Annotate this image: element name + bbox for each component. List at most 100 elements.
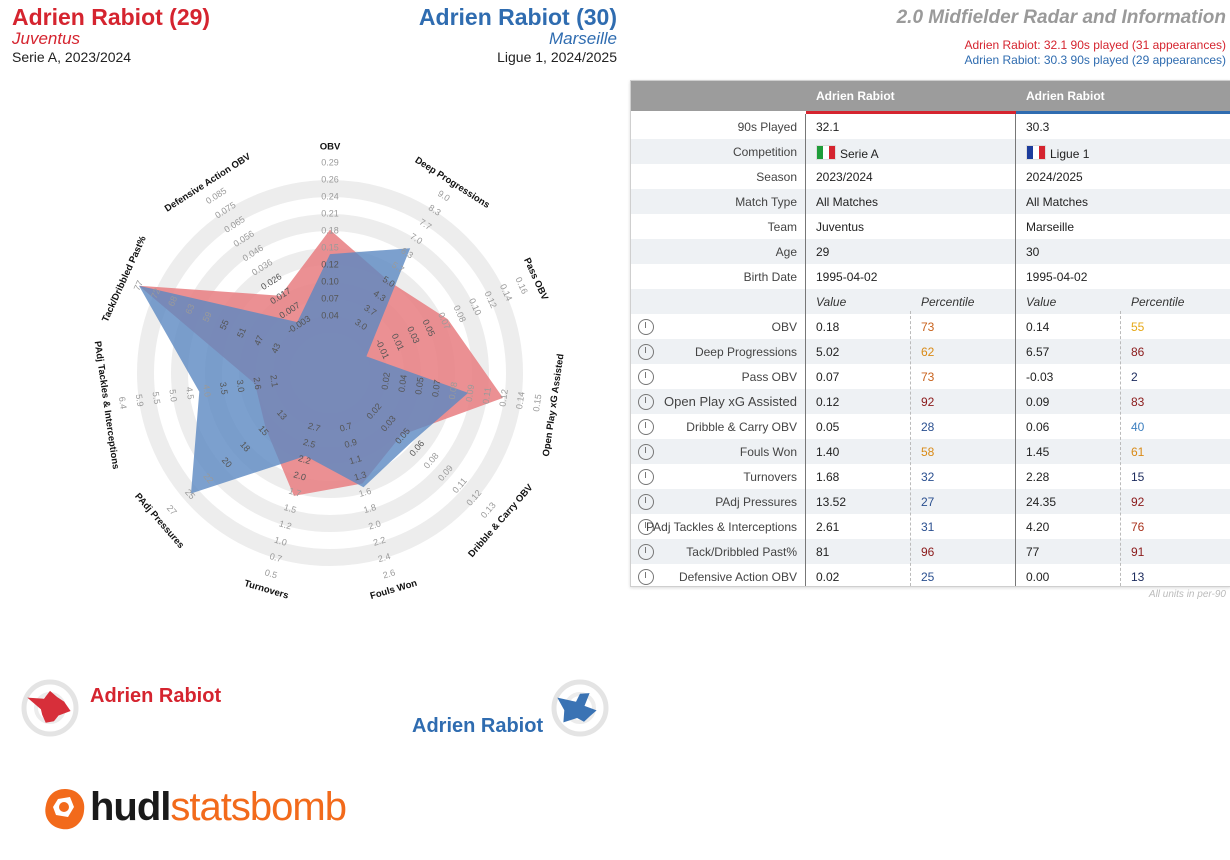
radar-tick-label: 43	[269, 342, 282, 355]
radar-tick-label: 1.5	[283, 502, 298, 515]
radar-tick-label: 0.29	[321, 157, 339, 167]
radar-tick-label: 0.07	[430, 379, 442, 398]
player2-name: Adrien Rabiot (30)	[418, 4, 617, 30]
metric-percentile-player1: 62	[921, 345, 935, 359]
metric-value-player2: 6.57	[1026, 345, 1050, 359]
radar-tick-label: 18	[238, 439, 252, 453]
radar-tick-label: 9.0	[436, 188, 452, 203]
radar-tick-label: 68	[166, 295, 179, 308]
row-value-player2: 2024/2025	[1026, 170, 1083, 184]
radar-tick-label: 2.6	[382, 567, 397, 580]
legend-player1-icon	[27, 690, 71, 723]
row-label: Birth Date	[743, 270, 797, 284]
divider-mid	[1015, 114, 1016, 586]
metric-percentile-player1: 73	[921, 370, 935, 384]
radar-tick-label: 1.6	[358, 486, 373, 499]
metric-header-row: Value Percentile Value Percentile	[631, 289, 1230, 314]
radar-tick-label: 5.9	[134, 393, 146, 407]
metric-value-player2: 4.20	[1026, 520, 1050, 534]
table-row: Fouls Won 1.40 58 1.45 61	[631, 439, 1230, 464]
radar-axis-label: Fouls Won	[369, 578, 419, 602]
metric-gauge-icon	[638, 394, 654, 410]
metric-value-player1: 0.07	[816, 370, 840, 384]
row-value-player1: 32.1	[816, 120, 840, 134]
dashed-divider-1	[910, 311, 911, 586]
radar-axis-label: OBV	[320, 142, 341, 153]
radar-tick-label: 0.12	[321, 259, 339, 269]
metric-label: Dribble & Carry OBV	[686, 420, 797, 434]
player2-team: Marseille	[548, 29, 617, 48]
row-label: Match Type	[735, 195, 797, 209]
table-header-player1: Adrien Rabiot	[816, 89, 895, 103]
radar-axis-label: Pass OBV	[521, 256, 550, 302]
radar-tick-label: 55	[218, 318, 231, 331]
radar-tick-label: 4.0	[201, 384, 213, 398]
brand-logo: hudlstatsbomb	[90, 785, 347, 830]
metric-value-player2: 2.28	[1026, 470, 1050, 484]
table-row: Pass OBV 0.07 73 -0.03 2	[631, 364, 1230, 389]
table-header: Adrien Rabiot Adrien Rabiot	[631, 81, 1230, 114]
radar-axis-label: Deep Progressions	[413, 155, 492, 211]
metric-value-player1: 0.05	[816, 420, 840, 434]
dashed-divider-2	[1120, 311, 1121, 586]
table-row: Competition Serie A Ligue 1	[631, 139, 1230, 164]
metric-label: Fouls Won	[739, 445, 797, 459]
table-row: Team Juventus Marseille	[631, 214, 1230, 239]
row-value-player2: All Matches	[1026, 195, 1089, 209]
metric-gauge-icon	[638, 344, 654, 360]
radar-tick-label: 1.8	[362, 502, 377, 515]
metric-value-player2: -0.03	[1026, 370, 1054, 384]
radar-tick-label: 0.26	[321, 174, 339, 184]
radar-tick-label: 2.0	[367, 518, 382, 531]
radar-tick-label: 0.10	[321, 276, 339, 286]
radar-tick-label: 0.08	[447, 381, 459, 400]
row-value-player2: 1995-04-02	[1026, 270, 1088, 284]
metric-value-player1: 13.52	[816, 495, 847, 509]
player1-underline	[806, 111, 1016, 114]
metric-label: Deep Progressions	[694, 345, 797, 359]
player1-competition: Serie A, 2023/2024	[12, 49, 132, 65]
metric-value-player2: 1.45	[1026, 445, 1050, 459]
radar-tick-label: 0.18	[321, 225, 339, 235]
radar-tick-label: 0.9	[343, 437, 358, 450]
metric-gauge-icon	[638, 469, 654, 485]
table-row: Open Play xG Assisted 0.12 92 0.09 83	[631, 389, 1230, 414]
italy-flag-icon	[816, 145, 836, 160]
radar-tick-label: 0.14	[514, 391, 526, 410]
table-row: Age 29 30	[631, 239, 1230, 264]
divider-left	[805, 114, 806, 586]
radar-tick-label: 0.02	[380, 372, 392, 391]
table-footnote: All units in per-90	[1148, 589, 1226, 600]
metric-percentile-player2: 92	[1131, 495, 1145, 509]
metric-value-player1: 0.02	[816, 570, 840, 584]
radar-tick-label: 1.2	[278, 518, 293, 531]
radar-tick-label: 0.5	[264, 567, 279, 580]
radar-tick-label: 2.2	[372, 535, 387, 548]
radar-tick-label: 2.2	[297, 453, 312, 466]
metric-gauge-icon	[638, 419, 654, 435]
table-row: Turnovers 1.68 32 2.28 15	[631, 464, 1230, 489]
radar-tick-label: 0.7	[268, 551, 283, 564]
metric-percentile-player2: 2	[1131, 370, 1138, 384]
radar-tick-label: 1.0	[273, 535, 288, 548]
info-table: Adrien Rabiot Adrien Rabiot 90s Played 32…	[630, 80, 1230, 587]
row-value-player1: 1995-04-02	[816, 270, 878, 284]
row-value-text: Ligue 1	[1050, 147, 1090, 161]
table-row: 90s Played 32.1 30.3	[631, 114, 1230, 139]
metric-value-player1: 1.68	[816, 470, 840, 484]
radar-tick-label: 5.5	[151, 391, 163, 405]
radar-tick-label: 3.5	[218, 381, 230, 395]
metric-percentile-player2: 83	[1131, 395, 1145, 409]
subtitle-player2: Adrien Rabiot: 30.3 90s played (29 appea…	[964, 53, 1226, 67]
page-title: 2.0 Midfielder Radar and Information	[896, 7, 1226, 28]
metric-percentile-player2: 91	[1131, 545, 1145, 559]
brand-part2: statsbomb	[170, 785, 347, 829]
radar-axis-label: PAdj Tackles & Interceptions	[92, 340, 121, 470]
metric-gauge-icon	[638, 519, 654, 535]
metric-label: OBV	[771, 320, 797, 334]
row-label: Season	[756, 170, 797, 184]
metric-label: PAdj Tackles & Interceptions	[646, 520, 797, 534]
metric-gauge-icon	[638, 544, 654, 560]
radar-tick-label: 13	[275, 408, 289, 422]
radar-tick-label: 25	[183, 487, 197, 501]
